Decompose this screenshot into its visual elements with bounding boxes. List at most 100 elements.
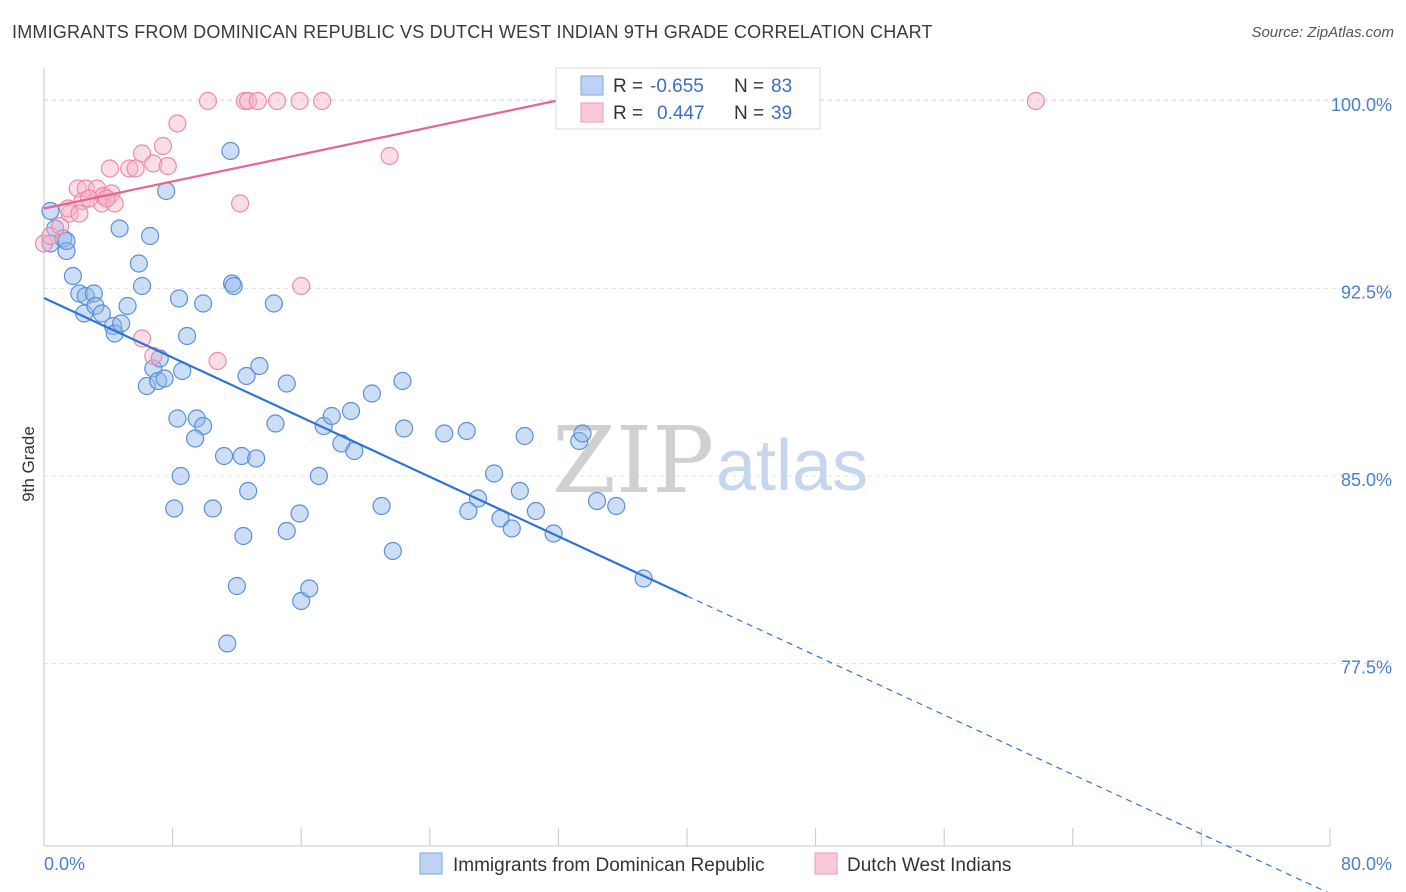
point-s0-80	[227, 576, 246, 596]
bottom-legend-swatch-blue	[419, 852, 443, 875]
point-s0-49	[277, 521, 296, 541]
point-s1-19	[153, 136, 173, 156]
legend-r-label-pink: R =	[613, 103, 643, 124]
point-s0-40	[165, 499, 184, 518]
point-s1-29	[292, 276, 311, 296]
trend-line-blue	[43, 297, 688, 597]
point-s0-41	[203, 499, 222, 518]
point-s1-18	[158, 156, 177, 176]
bottom-legend-label-blue: Immigrants from Dominican Republic	[453, 855, 765, 876]
point-s1-34	[208, 351, 227, 371]
point-s0-70	[515, 426, 534, 446]
x-tick-label-min: 0.0%	[44, 854, 85, 874]
point-s1-38	[97, 189, 116, 208]
point-s0-50	[234, 526, 253, 546]
point-s1-13	[100, 159, 120, 178]
point-s1-24	[248, 91, 267, 111]
y-tick-labels: 77.5% 85.0% 92.5% 100.0%	[1331, 95, 1392, 678]
point-s1-23	[239, 91, 258, 111]
watermark: ZIP atlas	[552, 407, 868, 514]
point-s0-30	[155, 369, 174, 388]
trend-line-blue-dashed	[686, 595, 1329, 892]
point-s0-48	[290, 504, 309, 523]
point-s0-61	[394, 419, 414, 438]
point-s0-69	[510, 481, 529, 501]
point-s0-36	[214, 446, 234, 466]
point-s0-37	[232, 446, 251, 466]
watermark-atlas: atlas	[716, 426, 868, 506]
point-s0-19	[110, 219, 129, 238]
point-s1-1	[41, 226, 60, 246]
point-s1-25	[267, 91, 287, 111]
point-s0-44	[250, 356, 269, 376]
bottom-legend-swatch-pink	[814, 852, 838, 875]
point-s0-33	[187, 409, 206, 428]
point-s0-53	[322, 406, 341, 426]
point-s0-16	[118, 296, 137, 316]
point-s0-57	[362, 384, 382, 403]
point-s0-75	[587, 491, 607, 511]
point-s0-24	[194, 294, 213, 313]
trend-lines	[43, 92, 1329, 892]
point-s1-17	[144, 154, 163, 173]
point-s0-18	[132, 276, 152, 296]
point-s0-47	[266, 414, 285, 433]
point-s1-30	[380, 146, 399, 166]
point-s1-0	[34, 234, 54, 253]
legend-n-value-pink: 39	[771, 103, 792, 124]
x-tick-label-max: 80.0%	[1341, 854, 1392, 874]
point-s1-28	[231, 194, 250, 213]
y-tick-label-1: 85.0%	[1341, 470, 1392, 490]
point-s1-27	[312, 91, 332, 111]
legend-swatch-blue	[580, 75, 604, 96]
point-s0-58	[372, 496, 391, 516]
legend-swatch-pink	[580, 102, 604, 123]
point-s1-36	[70, 204, 89, 223]
y-axis-title: 9th Grade	[19, 426, 38, 502]
point-s1-31	[1026, 91, 1045, 111]
legend-n-label-blue: N =	[734, 76, 764, 97]
point-s0-60	[393, 371, 412, 391]
y-tick-label-0: 77.5%	[1341, 658, 1392, 678]
point-s0-11	[86, 296, 105, 316]
legend-n-value-blue: 83	[771, 76, 792, 97]
point-s0-65	[459, 501, 478, 521]
point-s0-78	[169, 289, 189, 308]
legend-r-value-blue: -0.655	[650, 76, 704, 97]
point-s0-68	[502, 519, 521, 538]
point-s0-83	[218, 634, 237, 653]
point-s1-26	[290, 91, 309, 111]
point-s1-2	[50, 216, 70, 236]
point-s1-15	[126, 159, 145, 178]
point-s0-74	[573, 424, 592, 443]
point-s1-33	[144, 346, 163, 366]
bottom-legend: Immigrants from Dominican Republic Dutch…	[419, 852, 1011, 876]
chart-title: IMMIGRANTS FROM DOMINICAN REPUBLIC VS DU…	[12, 22, 933, 42]
x-tick-labels: 0.0% 80.0%	[44, 854, 1392, 874]
point-s0-51	[309, 466, 328, 486]
point-s0-25	[177, 326, 197, 346]
y-tick-label-2: 92.5%	[1341, 283, 1392, 303]
point-s0-4	[57, 241, 76, 261]
trend-line-pink	[43, 92, 591, 210]
point-s1-14	[120, 159, 139, 178]
top-legend: R = -0.655 N = 83 R = 0.447 N = 39	[555, 67, 821, 130]
point-s0-32	[168, 409, 187, 428]
point-s0-71	[526, 501, 545, 521]
bottom-legend-label-pink: Dutch West Indians	[847, 855, 1011, 876]
axes	[43, 68, 1331, 847]
point-s0-43	[237, 366, 256, 386]
point-s0-66	[485, 464, 504, 483]
point-s0-15	[112, 314, 131, 333]
point-s0-79	[224, 276, 243, 296]
point-s0-27	[137, 376, 156, 396]
point-s0-59	[383, 541, 402, 561]
point-s1-21	[198, 91, 218, 111]
watermark-zip: ZIP	[552, 407, 714, 514]
point-s0-39	[171, 466, 190, 486]
y-tick-label-3: 100.0%	[1331, 95, 1392, 115]
point-s0-35	[186, 429, 205, 448]
point-s0-76	[607, 496, 626, 516]
point-s0-17	[129, 254, 148, 273]
